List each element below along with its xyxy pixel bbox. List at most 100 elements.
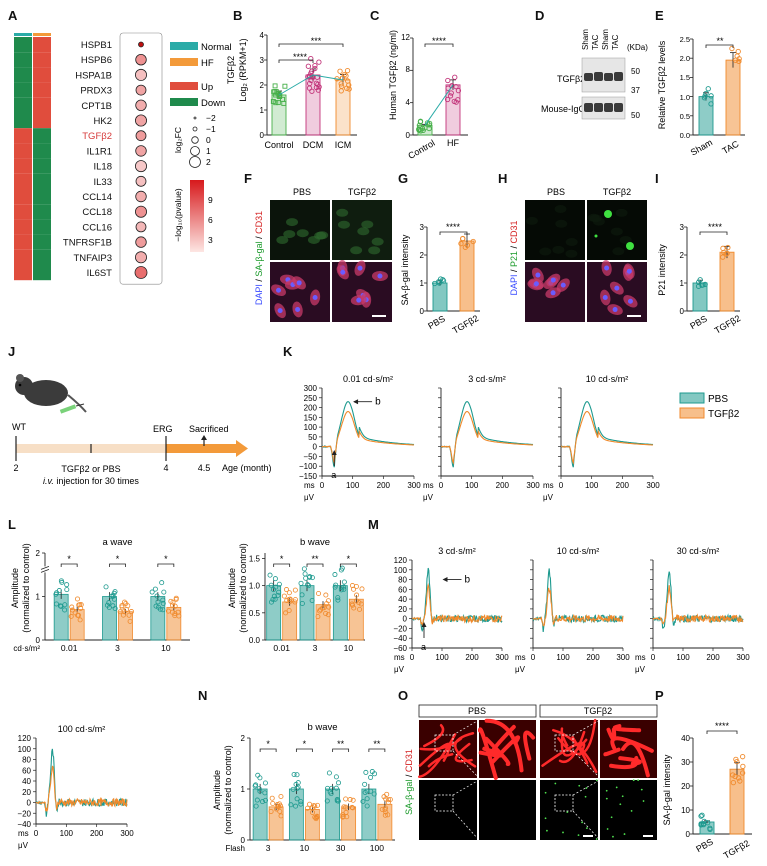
data-point (349, 601, 355, 607)
bubble (135, 130, 147, 142)
data-point (276, 801, 282, 807)
data-point (452, 74, 458, 80)
data-point (309, 68, 315, 74)
data-point (292, 599, 298, 605)
wave-arrow-head (353, 399, 359, 405)
sig-bracket (332, 748, 350, 752)
heatmap-cell-normal (14, 128, 32, 144)
data-point (277, 808, 283, 814)
cell-nucleus (296, 280, 302, 286)
trace-tgfb2 (35, 765, 128, 813)
data-point (270, 800, 276, 806)
data-point (112, 605, 118, 611)
data-point (252, 783, 258, 789)
panel-p-cat-0: PBS (694, 837, 715, 855)
legend-swatch-up (170, 82, 198, 90)
data-point (349, 804, 355, 810)
data-point (160, 607, 166, 613)
data-point (278, 793, 284, 799)
heatmap-cell-normal (14, 37, 32, 53)
data-point (383, 805, 389, 811)
data-point (316, 590, 322, 596)
trace-pbs (35, 748, 128, 817)
panel-p-chart: SA-β-gal intensity PBS TGFβ2 **** 0 10 2… (662, 721, 752, 861)
heatmap-cell-hf (33, 37, 51, 53)
x-tick-label: 300 (495, 653, 509, 662)
data-point (315, 802, 321, 808)
heatmap-cell-hf (33, 113, 51, 129)
data-point (347, 797, 353, 803)
blot-band (584, 73, 593, 81)
legend-size-label: 1 (206, 146, 211, 156)
x-unit: ms (515, 653, 526, 662)
data-point (275, 100, 281, 106)
sa-beta-gal-signal (642, 800, 645, 802)
heatmap-cell-normal (14, 219, 32, 235)
data-point (272, 596, 278, 602)
x-category: 10 (161, 643, 171, 653)
data-point (154, 593, 160, 599)
data-point (273, 89, 279, 95)
sa-beta-gal-signal (595, 838, 598, 840)
data-point (323, 592, 329, 598)
data-point (69, 607, 75, 613)
y-tick-label: 0 (403, 615, 408, 624)
heatmap-cell-normal (14, 143, 32, 159)
blot-band (594, 103, 603, 112)
panel-i-sig: **** (708, 222, 723, 232)
sig-marker: * (67, 554, 71, 564)
data-point (364, 796, 370, 802)
panel-d-marker: 37 (631, 86, 640, 95)
legend-swatch-tgfb2 (679, 407, 705, 419)
panel-letter-j: J (8, 344, 15, 359)
y-tick-label: 60 (22, 766, 31, 775)
data-point (64, 582, 70, 588)
panel-o-header-pbs (418, 704, 537, 718)
y-tick-label: 0 (36, 636, 41, 645)
y-tick-label: 250 (304, 394, 318, 403)
cell-signal (554, 205, 567, 214)
blot-band (614, 72, 623, 81)
gene-label: HSPB6 (81, 55, 112, 66)
cell-signal (589, 214, 602, 223)
cell-signal (337, 220, 350, 229)
y-tick-label: 0 (241, 836, 246, 845)
data-point (324, 798, 330, 804)
heatmap-cell-normal (14, 97, 32, 113)
sig-marker: ** (337, 739, 345, 749)
data-point (417, 119, 424, 125)
data-point (291, 771, 297, 777)
data-point (326, 770, 332, 776)
chart-title: a wave (102, 537, 132, 548)
x-category: 100 (370, 843, 384, 853)
data-point (263, 797, 269, 803)
panel-d-marker: 50 (631, 67, 640, 76)
data-point (75, 596, 81, 602)
data-point (724, 250, 730, 257)
data-point (172, 611, 178, 617)
sa-beta-gal-signal (554, 782, 557, 785)
bubble (135, 175, 147, 187)
x-tick-label: 100 (465, 481, 479, 490)
sig-bracket (368, 748, 386, 752)
y-tick-label: 0.0 (249, 636, 261, 645)
bubble (134, 160, 147, 173)
data-point (257, 788, 263, 794)
data-point (338, 81, 344, 87)
data-point (126, 612, 132, 618)
panel-b-ytick: 2 (260, 81, 265, 90)
data-point (283, 610, 289, 616)
heatmap-cell-hf (33, 158, 51, 174)
data-point (736, 58, 742, 65)
data-point (338, 567, 344, 573)
bubble (135, 84, 147, 96)
y-tick-label: −150 (299, 472, 318, 481)
y-tick-label: −20 (393, 624, 407, 633)
x-tick-label: 200 (377, 481, 391, 490)
cell-nucleus (627, 298, 633, 304)
trace-title: 30 cd·s/m² (677, 546, 720, 556)
sa-beta-gal-signal (632, 779, 635, 782)
data-point (254, 797, 260, 803)
cell-signal (350, 246, 363, 255)
cell-signal (555, 219, 568, 228)
